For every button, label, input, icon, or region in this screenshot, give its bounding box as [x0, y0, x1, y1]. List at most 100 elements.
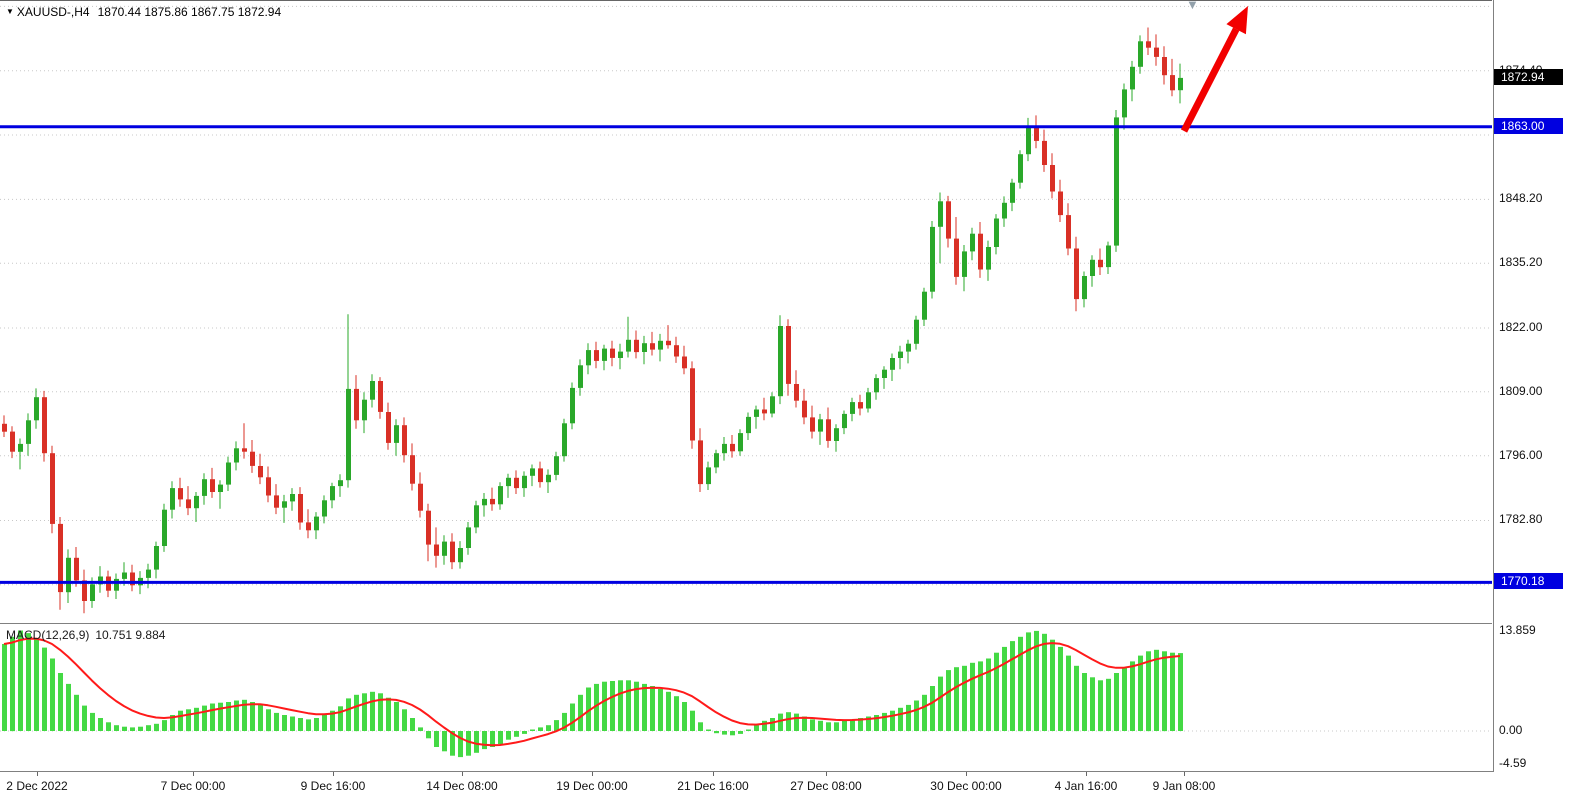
candle-body: [442, 541, 447, 556]
macd-histogram-bar: [506, 731, 511, 740]
symbol-dropdown-icon[interactable]: ▼: [6, 7, 14, 16]
macd-histogram-bar: [370, 691, 375, 731]
candle-body: [90, 584, 95, 601]
macd-histogram-bar: [2, 644, 7, 731]
candle-body: [930, 226, 935, 292]
candle-body: [722, 443, 727, 454]
price-axis-label: 1822.00: [1499, 320, 1543, 334]
macd-name-label: MACD(12,26,9): [6, 628, 90, 642]
ohlc-quote-label: 1870.44 1875.86 1867.75 1872.94: [97, 5, 282, 19]
macd-histogram-bar: [922, 694, 927, 732]
macd-histogram-bar: [530, 729, 535, 731]
macd-histogram-bar: [1098, 680, 1103, 732]
candle-body: [618, 351, 623, 358]
macd-histogram-bar: [794, 713, 799, 731]
candle-body: [1018, 154, 1023, 183]
candle-body: [1058, 191, 1063, 216]
time-axis-label: 27 Dec 08:00: [790, 779, 862, 793]
candle-body: [1146, 41, 1151, 48]
candle-body: [402, 425, 407, 456]
macd-histogram-bar: [578, 694, 583, 732]
macd-histogram-bar: [258, 704, 263, 731]
macd-histogram-bar: [842, 720, 847, 731]
macd-histogram-bar: [1146, 651, 1151, 732]
candle-body: [226, 462, 231, 485]
time-axis-label: 14 Dec 08:00: [426, 779, 498, 793]
trend-arrow-head[interactable]: [1226, 6, 1248, 35]
candle-body: [898, 351, 903, 358]
macd-histogram-bar: [498, 731, 503, 744]
candle-body: [1034, 125, 1039, 141]
candle-body: [1106, 245, 1111, 268]
macd-histogram-bar: [90, 712, 95, 731]
macd-histogram-bar: [626, 680, 631, 732]
candle-body: [642, 343, 647, 352]
macd-histogram-bar: [754, 725, 759, 731]
macd-histogram-bar: [18, 630, 23, 731]
macd-histogram-bar: [874, 715, 879, 731]
time-axis-label: 4 Jan 16:00: [1054, 779, 1118, 793]
candle-body: [58, 523, 63, 593]
candle-body: [330, 486, 335, 501]
macd-histogram-bar: [106, 722, 111, 731]
candle-body: [946, 201, 951, 239]
macd-histogram-bar: [1106, 678, 1111, 731]
candle-body: [306, 522, 311, 531]
macd-histogram-bar: [154, 723, 159, 732]
macd-histogram-bar: [354, 694, 359, 732]
macd-histogram-bar: [74, 694, 79, 732]
macd-histogram-bar: [194, 707, 199, 731]
candle-body: [1114, 117, 1119, 246]
price-axis[interactable]: 1874.401848.201835.201822.001809.001796.…: [1493, 0, 1579, 803]
candle-body: [258, 466, 263, 478]
price-axis-label: 1809.00: [1499, 383, 1543, 398]
macd-histogram-bar: [698, 722, 703, 731]
candle-body: [466, 527, 471, 548]
time-axis-label: 9 Dec 16:00: [300, 779, 366, 793]
macd-histogram-bar: [394, 702, 399, 731]
macd-axis-label: 13.859: [1499, 622, 1536, 637]
macd-histogram-bar: [210, 703, 215, 731]
candle-body: [170, 488, 175, 510]
candle-body: [186, 499, 191, 509]
main-chart-canvas[interactable]: [0, 0, 1492, 623]
macd-histogram-bar: [410, 718, 415, 731]
macd-histogram-bar: [26, 633, 31, 731]
time-tick: [1086, 772, 1087, 776]
current-price-tag: 1872.94: [1494, 68, 1563, 85]
candle-body: [1130, 66, 1135, 90]
time-tick: [1184, 772, 1185, 776]
macd-histogram-bar: [978, 661, 983, 731]
candle-body: [370, 381, 375, 400]
candle-body: [674, 345, 679, 357]
macd-histogram-bar: [906, 704, 911, 731]
candle-body: [194, 495, 199, 509]
candle-body: [362, 399, 367, 421]
macd-histogram-bar: [426, 731, 431, 739]
macd-histogram-bar: [1082, 673, 1087, 731]
macd-histogram-bar: [674, 696, 679, 731]
macd-histogram-bar: [250, 702, 255, 731]
macd-histogram-bar: [234, 700, 239, 731]
macd-histogram-bar: [890, 710, 895, 731]
candle-body: [890, 358, 895, 370]
time-axis[interactable]: 2 Dec 2022 7 Dec 00:00 9 Dec 16:00 14 Dec 0…: [0, 771, 1494, 804]
time-tick: [713, 772, 714, 776]
macd-histogram-bar: [138, 726, 143, 731]
macd-indicator-canvas[interactable]: [0, 623, 1492, 772]
candle-body: [914, 319, 919, 344]
macd-histogram-bar: [602, 681, 607, 731]
trend-arrow-shaft[interactable]: [1180, 27, 1240, 133]
macd-histogram-bar: [346, 698, 351, 731]
candle-body: [34, 397, 39, 421]
candle-body: [770, 396, 775, 414]
object-anchor-icon: ▼: [1186, 0, 1199, 12]
macd-histogram-bar: [722, 731, 727, 735]
candle-body: [250, 451, 255, 466]
candle-body: [458, 548, 463, 563]
candle-body: [338, 480, 343, 487]
macd-histogram-bar: [482, 731, 487, 750]
macd-histogram-bar: [458, 731, 463, 758]
candle-body: [746, 416, 751, 434]
candle-body: [482, 498, 487, 506]
